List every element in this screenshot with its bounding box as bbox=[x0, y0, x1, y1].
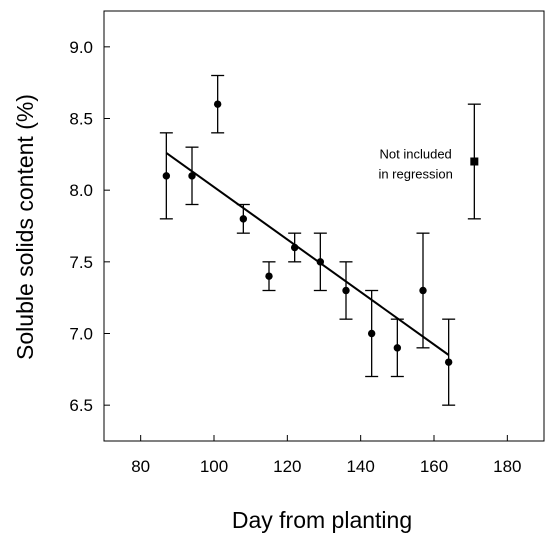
y-tick-label: 6.5 bbox=[69, 396, 93, 415]
x-tick-label: 80 bbox=[131, 457, 150, 476]
data-point bbox=[342, 286, 350, 295]
data-point bbox=[290, 243, 299, 252]
y-tick-label: 7.0 bbox=[69, 325, 93, 344]
x-tick-label: 100 bbox=[200, 457, 228, 476]
x-tick-label: 140 bbox=[346, 457, 374, 476]
data-point bbox=[162, 172, 171, 180]
x-tick-label: 120 bbox=[273, 457, 301, 476]
y-axis-title: Soluble solids content (%) bbox=[12, 94, 38, 360]
data-point bbox=[239, 215, 248, 223]
data-point bbox=[393, 344, 402, 352]
y-tick-label: 9.0 bbox=[69, 38, 93, 57]
x-axis-title: Day from planting bbox=[232, 507, 412, 533]
y-tick-label: 8.0 bbox=[69, 181, 93, 200]
data-point bbox=[265, 272, 273, 280]
x-tick-label: 180 bbox=[493, 457, 521, 476]
data-point-square bbox=[470, 157, 479, 166]
data-point bbox=[213, 100, 222, 108]
y-tick-label: 8.5 bbox=[69, 110, 93, 129]
data-point bbox=[188, 172, 196, 180]
plot-frame bbox=[103, 10, 545, 442]
regression-line bbox=[165, 152, 450, 356]
annotation-line1: Not included bbox=[380, 147, 452, 162]
data-point bbox=[316, 258, 325, 266]
data-point bbox=[367, 329, 376, 338]
data-point bbox=[444, 358, 453, 366]
x-tick-label: 160 bbox=[420, 457, 448, 476]
y-tick-label: 7.5 bbox=[69, 253, 93, 272]
annotation-line2: in regression bbox=[378, 167, 452, 182]
data-point bbox=[419, 286, 427, 295]
